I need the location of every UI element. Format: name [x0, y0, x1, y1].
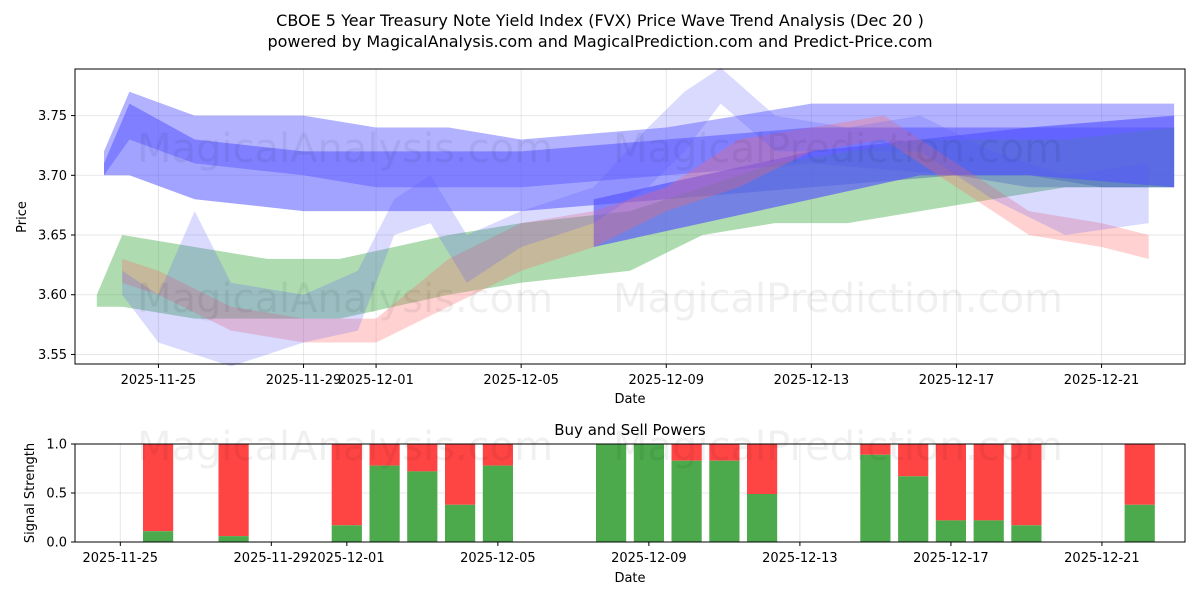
- price-x-axis-label: Date: [614, 392, 645, 407]
- price-x-tick-label: 2025-12-09: [628, 373, 704, 388]
- buy-sell-y-tick-label: 0.5: [46, 487, 67, 502]
- buy-power-bar: [445, 504, 476, 542]
- price-axes-frame: [74, 68, 1186, 365]
- sell-power-bar: [369, 444, 400, 466]
- buy-power-bar: [1124, 504, 1155, 542]
- sell-power-bar: [482, 444, 513, 466]
- price-y-ticks: 3.55 3.60 3.65 3.70 3.75: [38, 109, 75, 363]
- buy-sell-x-tick-label: 2025-11-29: [234, 551, 310, 566]
- buy-power-bar: [935, 520, 966, 542]
- price-x-tick-label: 2025-12-17: [919, 373, 995, 388]
- buy-sell-y-tick-label: 1.0: [46, 438, 67, 453]
- price-y-axis-label: Price: [15, 201, 30, 233]
- price-watermarks: MagicalAnalysis.com MagicalPrediction.co…: [137, 126, 1063, 322]
- buy-sell-watermarks: MagicalAnalysis.com MagicalPrediction.co…: [137, 424, 1063, 470]
- buy-sell-x-tick-label: 2025-11-25: [83, 551, 159, 566]
- price-band-blue: [104, 103, 1175, 212]
- watermark-bottom-right: MagicalPrediction.com: [613, 424, 1063, 470]
- buy-sell-title: Buy and Sell Powers: [554, 421, 706, 439]
- chart-subtitle: powered by MagicalAnalysis.com and Magic…: [267, 32, 932, 51]
- buy-power-bar: [671, 460, 702, 542]
- buy-sell-y-axis-label: Signal Strength: [23, 443, 38, 543]
- price-band-red: [122, 115, 1149, 343]
- sell-power-bar: [218, 444, 249, 537]
- buy-sell-x-tick-label: 2025-12-05: [460, 551, 536, 566]
- buy-sell-chart: Buy and Sell Powers MagicalAnalysis.com …: [23, 421, 1186, 586]
- buy-sell-x-tick-label: 2025-12-13: [762, 551, 838, 566]
- buy-sell-x-tick-label: 2025-12-21: [1064, 551, 1140, 566]
- sell-power-bar: [1124, 444, 1155, 505]
- sell-power-bar: [935, 444, 966, 521]
- buy-power-bar: [898, 476, 929, 542]
- buy-power-bar: [596, 444, 627, 542]
- buy-sell-x-tick-label: 2025-12-17: [913, 551, 989, 566]
- price-wave-chart: MagicalAnalysis.com MagicalPrediction.co…: [15, 67, 1186, 407]
- watermark-mid-left: MagicalAnalysis.com: [137, 276, 553, 322]
- price-y-tick-label: 3.60: [38, 288, 67, 303]
- buy-sell-y-ticks: 0.0 0.5 1.0: [46, 438, 75, 551]
- sell-power-bar: [709, 444, 740, 461]
- price-x-tick-label: 2025-12-05: [483, 373, 559, 388]
- watermark-mid-right: MagicalPrediction.com: [613, 276, 1063, 322]
- buy-sell-x-tick-label: 2025-12-09: [611, 551, 687, 566]
- watermark-top-left: MagicalAnalysis.com: [137, 126, 553, 172]
- sell-power-bar: [331, 444, 362, 526]
- sell-power-bar: [973, 444, 1004, 521]
- chart-title: CBOE 5 Year Treasury Note Yield Index (F…: [276, 11, 924, 30]
- buy-power-bar: [747, 494, 778, 542]
- price-x-tick-label: 2025-11-29: [266, 373, 342, 388]
- sell-power-bar: [407, 444, 438, 472]
- price-y-tick-label: 3.75: [38, 109, 67, 124]
- price-x-tick-label: 2025-12-01: [338, 373, 414, 388]
- buy-sell-x-ticks: 2025-11-25 2025-11-29 2025-12-01 2025-12-05…: [83, 542, 1140, 566]
- watermark-top-right: MagicalPrediction.com: [613, 126, 1063, 172]
- sell-power-bar: [445, 444, 476, 505]
- buy-power-bar: [143, 531, 174, 542]
- price-x-tick-label: 2025-12-13: [774, 373, 850, 388]
- buy-sell-x-axis-label: Date: [614, 571, 645, 586]
- sell-power-bar: [143, 444, 174, 532]
- buy-power-bar: [860, 454, 891, 542]
- sell-power-bar: [1011, 444, 1042, 526]
- buy-sell-y-tick-label: 0.0: [46, 536, 67, 551]
- buy-sell-bars: [143, 444, 1155, 542]
- buy-power-bar: [407, 471, 438, 542]
- buy-power-bar: [482, 465, 513, 542]
- price-band-blue: [122, 67, 1149, 367]
- price-band-blue: [593, 115, 1175, 247]
- buy-power-bar: [973, 520, 1004, 542]
- sell-power-bar: [898, 444, 929, 477]
- price-y-tick-label: 3.55: [38, 348, 67, 363]
- buy-power-bar: [633, 444, 664, 542]
- buy-power-bar: [218, 536, 249, 542]
- buy-power-bar: [709, 460, 740, 542]
- sell-power-bar: [860, 444, 891, 455]
- sell-power-bar: [671, 444, 702, 461]
- sell-power-bar: [747, 444, 778, 494]
- price-bands: [96, 67, 1175, 367]
- buy-power-bar: [1011, 525, 1042, 542]
- price-y-tick-label: 3.70: [38, 169, 67, 184]
- buy-sell-x-tick-label: 2025-12-01: [309, 551, 385, 566]
- price-x-tick-label: 2025-11-25: [121, 373, 197, 388]
- buy-power-bar: [331, 525, 362, 542]
- buy-power-bar: [369, 465, 400, 542]
- watermark-bottom-left: MagicalAnalysis.com: [137, 424, 553, 470]
- price-y-tick-label: 3.65: [38, 229, 67, 244]
- price-x-tick-label: 2025-12-21: [1064, 373, 1140, 388]
